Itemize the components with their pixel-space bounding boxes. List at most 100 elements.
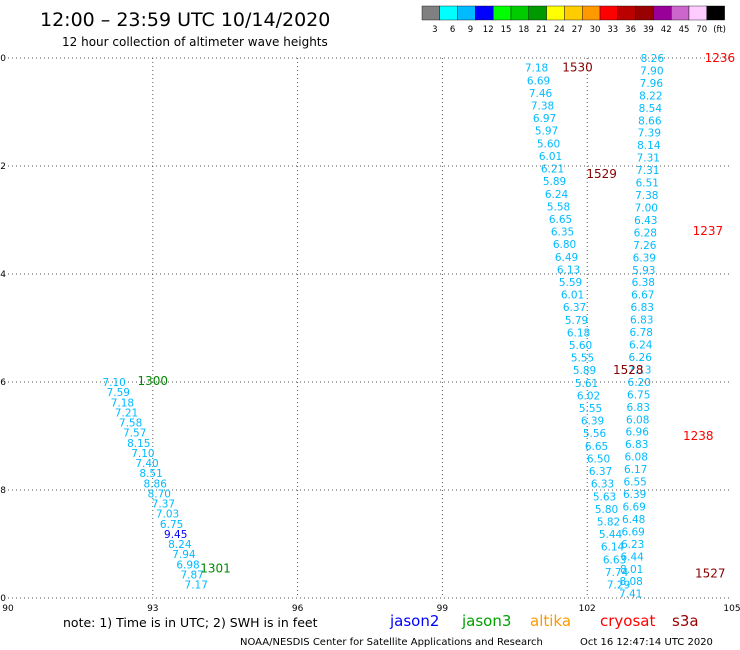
y-tick-label: -30: [0, 594, 6, 604]
legend-label: 9: [468, 25, 473, 35]
legend-label: 12: [483, 25, 494, 35]
wave-height-point: 5.80: [595, 504, 618, 516]
chart-subtitle: 12 hour collection of altimeter wave hei…: [62, 35, 328, 49]
wave-height-point: 7.10: [131, 448, 154, 460]
wave-height-point: 8.14: [637, 140, 661, 152]
wave-height-point: 6.17: [624, 464, 647, 476]
wave-height-point: 7.37: [152, 499, 175, 511]
legend-swatch: [688, 5, 707, 21]
y-tick-label: -22: [0, 162, 6, 172]
legend-swatch: [653, 5, 672, 21]
satellite-legend: jason2 jason3 altika cryosat s3a: [389, 612, 699, 630]
wave-height-point: 6.63: [603, 554, 626, 566]
x-tick-label: 102: [579, 604, 596, 614]
legend-label: 39: [643, 25, 654, 35]
wave-height-point: 6.98: [176, 559, 199, 571]
wave-height-point: 6.69: [622, 501, 645, 513]
pass-label: 1527: [695, 567, 726, 581]
x-tick-label: 105: [723, 604, 740, 614]
wave-height-point: 7.18: [525, 63, 548, 75]
wave-height-point: 5.79: [565, 315, 588, 327]
wave-height-point: 5.63: [593, 491, 616, 503]
pass-label: 1236: [705, 51, 736, 65]
wave-height-point: 6.48: [622, 514, 645, 526]
legend-label: 6: [450, 25, 455, 35]
wave-height-point: 8.08: [619, 576, 642, 588]
pass-label: 1528: [613, 363, 644, 377]
x-tick-label: 93: [147, 604, 158, 614]
legend-swatch: [457, 5, 476, 21]
wave-height-point: 6.43: [634, 215, 657, 227]
wave-height-point: 6.37: [589, 466, 612, 478]
color-legend: 3 6 9 12 15 18 21 24 27 30 33 36 39 42 45 70 (ft): [421, 5, 726, 35]
satellite-name: altika: [530, 612, 571, 630]
wave-height-point: 6.08: [625, 452, 648, 464]
legend-label: 3: [432, 25, 437, 35]
wave-height-point: 5.44: [599, 529, 623, 541]
wave-height-point: 7.59: [107, 387, 130, 399]
wave-height-point: 6.83: [631, 302, 654, 314]
legend-label: 45: [679, 25, 690, 35]
wave-height-point: 7.10: [102, 377, 125, 389]
wave-height-point: 7.00: [635, 202, 658, 214]
footer-note: note: 1) Time is in UTC; 2) SWH is in fe…: [63, 615, 318, 630]
y-tick-label: -28: [0, 486, 6, 496]
wave-height-point: 6.39: [623, 489, 646, 501]
legend-label: 27: [572, 25, 583, 35]
wave-height-point: 6.01: [561, 290, 584, 302]
wave-height-point: 5.60: [569, 340, 592, 352]
wave-height-point: 6.97: [533, 113, 556, 125]
legend-swatch: [546, 5, 565, 21]
wave-height-point: 6.83: [627, 402, 650, 414]
satellite-name: s3a: [672, 612, 699, 630]
legend-label: 36: [625, 25, 636, 35]
wave-height-point: 6.78: [630, 327, 653, 339]
satellite-name: cryosat: [600, 612, 655, 630]
wave-height-point: 6.83: [625, 439, 648, 451]
wave-height-point: 6.26: [629, 352, 653, 364]
wave-height-point: 6.80: [553, 239, 576, 251]
wave-height-point: 6.13: [557, 264, 580, 276]
wave-height-point: 6.50: [587, 453, 610, 465]
wave-height-point: 6.39: [581, 416, 604, 428]
legend-swatch: [706, 5, 725, 21]
wave-height-point: 8.26: [641, 53, 665, 65]
pass-label: 1301: [200, 561, 231, 575]
wave-height-point: 6.55: [623, 477, 646, 489]
legend-label: 70: [696, 25, 707, 35]
wave-height-point: 5.97: [535, 126, 558, 138]
wave-height-point: 8.86: [144, 478, 168, 490]
wave-height-point: 6.44: [620, 551, 644, 563]
wave-height-point: 6.23: [621, 539, 644, 551]
wave-height-point: 5.89: [573, 365, 596, 377]
wave-height-point: 7.21: [115, 407, 138, 419]
legend-swatch: [671, 5, 690, 21]
x-tick-label: 90: [2, 604, 14, 614]
wave-height-point: 7.94: [172, 549, 196, 561]
legend-label: 42: [661, 25, 672, 35]
legend-swatch: [493, 5, 512, 21]
wave-height-point: 5.55: [571, 353, 594, 365]
x-tick-label: 99: [437, 604, 449, 614]
wave-height-point: 6.33: [591, 479, 614, 491]
legend-swatch: [421, 5, 440, 21]
legend-label: 24: [554, 25, 565, 35]
footer-credit: NOAA/NESDIS Center for Satellite Applica…: [240, 637, 543, 648]
wave-height-point: 6.24: [629, 340, 653, 352]
wave-height-point: 7.87: [180, 569, 203, 581]
wave-height-point: 6.20: [628, 377, 651, 389]
wave-height-point: 8.24: [168, 539, 192, 551]
wave-height-point: 7.46: [529, 88, 553, 100]
chart-title: 12:00 – 23:59 UTC 10/14/2020: [40, 9, 330, 31]
y-tick-label: -26: [0, 378, 6, 388]
wave-height-point: 6.28: [634, 227, 657, 239]
satellite-name: jason3: [461, 612, 511, 630]
wave-height-point: 6.69: [527, 75, 550, 87]
wave-height-point: 7.18: [111, 397, 134, 409]
wave-height-point: 8.54: [639, 103, 663, 115]
wave-height-point: 8.15: [127, 438, 150, 450]
wave-height-point: 5.55: [579, 403, 602, 415]
wave-height-point: 6.75: [160, 519, 183, 531]
wave-height-point: 5.58: [547, 201, 570, 213]
